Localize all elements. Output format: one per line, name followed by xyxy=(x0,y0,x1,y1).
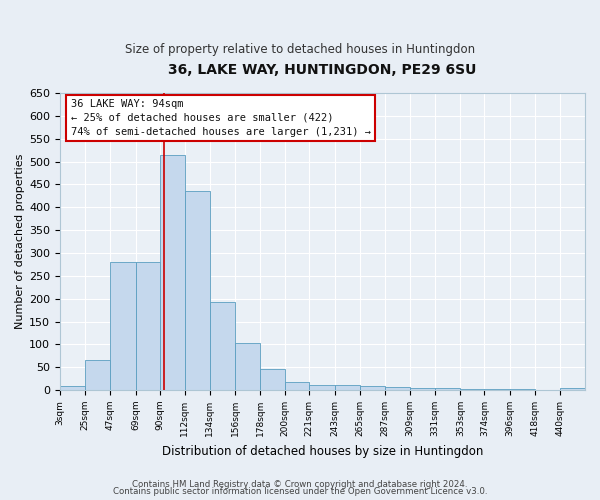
Bar xyxy=(185,191,210,390)
Title: 36, LAKE WAY, HUNTINGDON, PE29 6SU: 36, LAKE WAY, HUNTINGDON, PE29 6SU xyxy=(169,62,476,76)
Bar xyxy=(160,154,185,390)
Bar xyxy=(460,388,484,390)
Bar xyxy=(484,389,509,390)
Bar xyxy=(410,388,435,390)
Bar xyxy=(85,360,110,390)
Bar xyxy=(359,386,385,390)
Bar xyxy=(435,388,460,390)
X-axis label: Distribution of detached houses by size in Huntingdon: Distribution of detached houses by size … xyxy=(162,444,483,458)
Bar xyxy=(136,262,160,390)
Bar xyxy=(385,388,410,390)
Bar xyxy=(286,382,310,390)
Bar xyxy=(260,369,286,390)
Y-axis label: Number of detached properties: Number of detached properties xyxy=(15,154,25,329)
Text: 36 LAKE WAY: 94sqm
← 25% of detached houses are smaller (422)
74% of semi-detach: 36 LAKE WAY: 94sqm ← 25% of detached hou… xyxy=(71,99,371,137)
Bar xyxy=(110,262,136,390)
Bar xyxy=(509,389,535,390)
Text: Contains HM Land Registry data © Crown copyright and database right 2024.: Contains HM Land Registry data © Crown c… xyxy=(132,480,468,489)
Text: Contains public sector information licensed under the Open Government Licence v3: Contains public sector information licen… xyxy=(113,487,487,496)
Bar xyxy=(335,386,359,390)
Text: Size of property relative to detached houses in Huntingdon: Size of property relative to detached ho… xyxy=(125,42,475,56)
Bar xyxy=(310,384,335,390)
Bar xyxy=(210,302,235,390)
Bar xyxy=(60,386,85,390)
Bar xyxy=(235,344,260,390)
Bar xyxy=(560,388,585,390)
